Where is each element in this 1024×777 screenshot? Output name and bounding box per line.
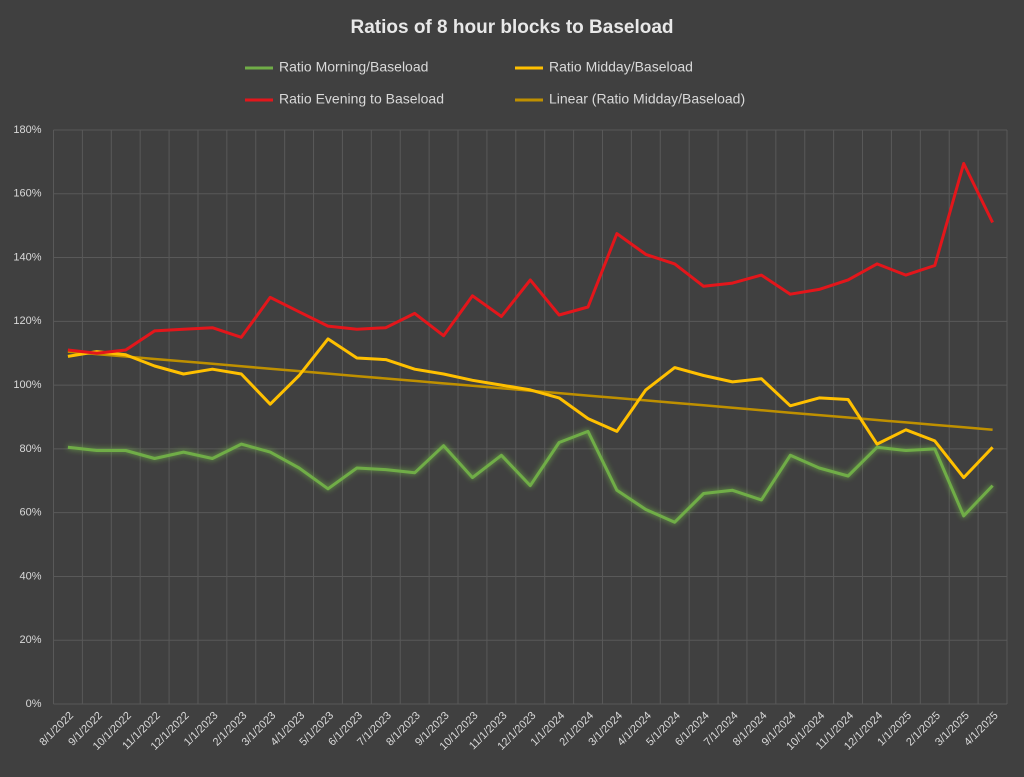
series-line bbox=[67, 337, 994, 480]
legend-label: Linear (Ratio Midday/Baseload) bbox=[549, 91, 745, 107]
legend-label: Ratio Evening to Baseload bbox=[279, 91, 444, 107]
y-tick-label: 60% bbox=[19, 507, 41, 519]
y-tick-label: 20% bbox=[19, 634, 41, 646]
y-tick-label: 140% bbox=[13, 251, 41, 263]
series-line bbox=[67, 162, 994, 355]
y-tick-label: 120% bbox=[13, 315, 41, 327]
legend-label: Ratio Midday/Baseload bbox=[549, 59, 693, 75]
legend-label: Ratio Morning/Baseload bbox=[279, 59, 428, 75]
series-line bbox=[67, 429, 994, 524]
y-tick-label: 0% bbox=[26, 698, 42, 710]
y-tick-label: 180% bbox=[13, 124, 41, 136]
y-tick-label: 100% bbox=[13, 379, 41, 391]
y-tick-label: 160% bbox=[13, 188, 41, 200]
chart-title: Ratios of 8 hour blocks to Baseload bbox=[350, 17, 673, 38]
y-tick-label: 40% bbox=[19, 570, 41, 582]
y-tick-label: 80% bbox=[19, 443, 41, 455]
